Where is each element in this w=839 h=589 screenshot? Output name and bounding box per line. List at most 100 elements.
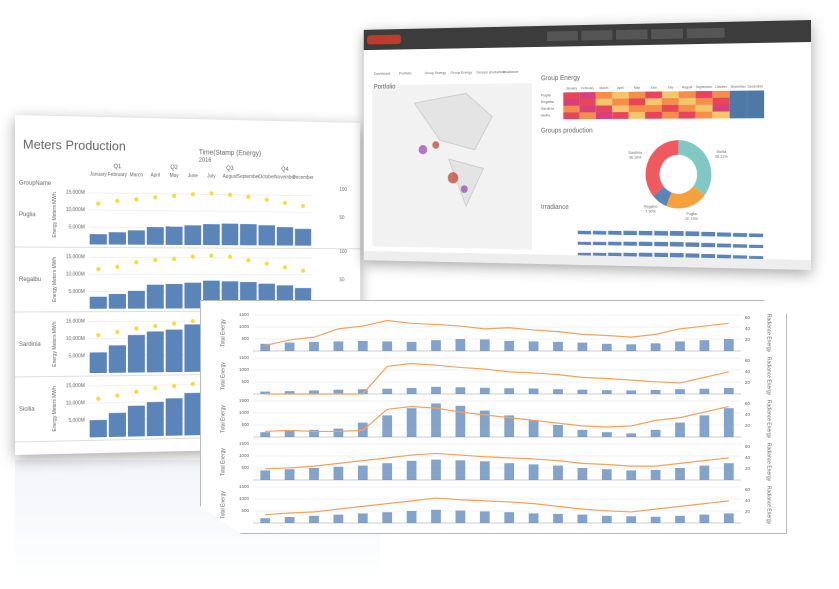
logo xyxy=(367,34,401,45)
nav-button[interactable] xyxy=(651,28,683,40)
y-axis-label: Energy Meters MWh xyxy=(52,321,58,366)
y-tick-label: 1000 xyxy=(239,367,250,372)
month: September xyxy=(237,174,260,180)
irradiance-bar xyxy=(592,252,607,256)
bar xyxy=(699,415,710,437)
month: January xyxy=(90,171,108,177)
irradiance-bar xyxy=(654,252,668,258)
dot xyxy=(264,261,269,266)
month: December xyxy=(748,84,764,88)
nav-button[interactable] xyxy=(547,30,578,42)
nav-button[interactable] xyxy=(686,27,725,39)
heat-cell xyxy=(661,98,679,106)
y-tick-label: 5,000M xyxy=(69,353,85,359)
y-tick-label: 1000 xyxy=(239,410,250,415)
bar xyxy=(528,513,539,523)
y-tick-label: 1500 xyxy=(239,312,250,317)
irradiance-bar xyxy=(654,230,668,236)
bar xyxy=(309,429,319,437)
bar xyxy=(675,515,685,523)
line xyxy=(265,497,729,516)
line xyxy=(265,405,729,433)
irradiance-bar xyxy=(669,241,684,247)
bar xyxy=(127,290,145,309)
irradiance-bar xyxy=(717,254,732,259)
quarter: Q1 xyxy=(114,164,122,170)
irradiance-bar xyxy=(685,231,700,237)
dot xyxy=(153,257,158,263)
row-label: Regalbu xyxy=(19,277,41,283)
heat-cell xyxy=(729,90,747,98)
dot xyxy=(134,197,139,202)
bar xyxy=(357,513,368,523)
bar xyxy=(504,388,515,394)
heat-cell xyxy=(612,112,629,119)
bar xyxy=(431,340,441,351)
nav-button[interactable] xyxy=(616,29,648,40)
bar xyxy=(108,412,126,438)
bar xyxy=(650,469,661,480)
month: December xyxy=(293,175,314,181)
heat-cell xyxy=(678,111,696,119)
bar xyxy=(528,388,539,394)
map-bubble xyxy=(418,145,428,155)
irradiance-bar xyxy=(577,241,592,245)
tab: Portfolio xyxy=(399,71,411,75)
bar xyxy=(406,341,417,351)
irradiance-bar xyxy=(732,244,748,248)
heat-cell xyxy=(661,91,679,99)
heat-cell xyxy=(563,98,580,106)
dot xyxy=(153,195,158,200)
y2-tick-label: 50 xyxy=(339,215,344,221)
bar xyxy=(553,341,563,351)
bar xyxy=(650,429,661,437)
y2-tick-label: 40 xyxy=(745,412,751,417)
heat-cell xyxy=(746,97,765,105)
y-tick-label: 1500 xyxy=(239,441,250,446)
month: May xyxy=(634,86,640,90)
row-label: Regalbu xyxy=(541,100,554,104)
nav-button[interactable] xyxy=(581,30,613,41)
dot xyxy=(190,381,195,387)
bar xyxy=(601,469,612,480)
bar xyxy=(577,514,588,523)
y-axis-label: Energy Meters MWh xyxy=(52,192,58,237)
bar xyxy=(382,512,393,523)
bar xyxy=(146,284,164,309)
quarter: Q3 xyxy=(226,166,234,172)
dot xyxy=(172,321,177,326)
heat-cell xyxy=(579,92,596,99)
bar xyxy=(284,431,295,437)
dot xyxy=(96,266,101,272)
bar xyxy=(431,459,441,480)
heat-cell xyxy=(628,105,646,113)
y-axis-label: Total Energy xyxy=(220,319,226,347)
month: April xyxy=(617,86,624,90)
month: July xyxy=(207,173,216,179)
y2-tick-label: 50 xyxy=(339,277,344,283)
heat-cell xyxy=(628,98,646,106)
bar xyxy=(577,468,588,480)
dot xyxy=(301,203,306,209)
irradiance-bar xyxy=(685,253,700,258)
month: August xyxy=(223,174,238,180)
bar xyxy=(309,468,319,480)
month: June xyxy=(650,85,657,89)
y2-tick-label: 20 xyxy=(745,423,751,428)
detail-panel: Total Energy Radiance Energy 1500 1000 500 60… xyxy=(200,300,787,534)
donut-value: 7.90% xyxy=(645,210,656,214)
bar xyxy=(699,514,710,523)
y2-tick-label: 20 xyxy=(745,337,751,342)
bar xyxy=(165,284,183,309)
heat-cell xyxy=(579,105,596,113)
bar xyxy=(165,329,183,373)
irradiance-bar xyxy=(717,243,732,248)
irradiance-bar xyxy=(638,252,653,257)
bar xyxy=(723,513,734,523)
heat-cell xyxy=(712,97,730,105)
row-label: Puglia xyxy=(19,212,36,218)
y-tick-label: 500 xyxy=(241,508,249,513)
month: March xyxy=(130,172,144,178)
dot xyxy=(115,393,120,398)
bar xyxy=(240,224,257,246)
